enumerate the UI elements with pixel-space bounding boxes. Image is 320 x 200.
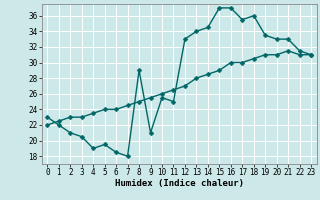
X-axis label: Humidex (Indice chaleur): Humidex (Indice chaleur) (115, 179, 244, 188)
